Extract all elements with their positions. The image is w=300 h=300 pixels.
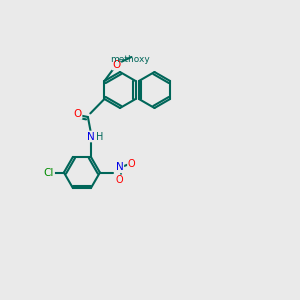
Text: H: H	[96, 131, 103, 142]
Text: N: N	[116, 162, 123, 172]
Text: O: O	[112, 59, 121, 70]
Text: O: O	[73, 109, 82, 119]
Text: N: N	[87, 131, 95, 142]
Text: O: O	[116, 175, 123, 185]
Text: O: O	[128, 159, 135, 169]
Text: methoxy: methoxy	[110, 55, 150, 64]
Text: Cl: Cl	[44, 167, 54, 178]
